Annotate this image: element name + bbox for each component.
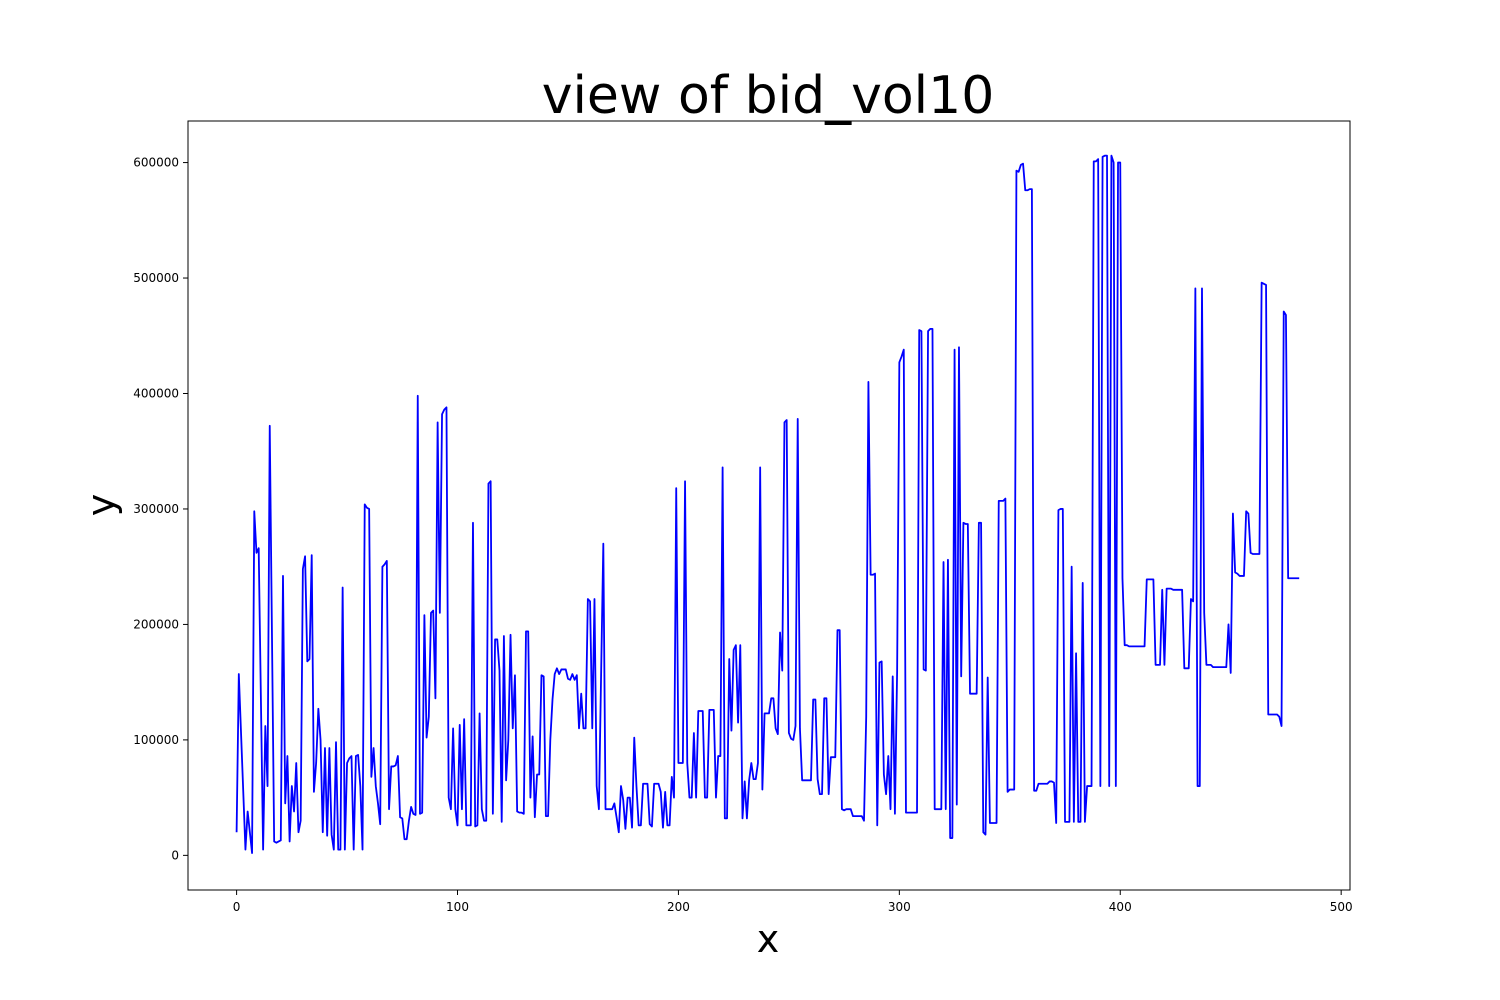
x-tick-label: 200: [667, 900, 690, 914]
y-tick-label: 100000: [133, 733, 179, 747]
y-tick-label: 200000: [133, 617, 179, 631]
x-tick-label: 100: [446, 900, 469, 914]
x-tick-label: 0: [233, 900, 241, 914]
y-axis-label: y: [79, 494, 123, 517]
y-tick-label: 600000: [133, 156, 179, 170]
y-tick-label: 500000: [133, 271, 179, 285]
y-tick-label: 300000: [133, 502, 179, 516]
series-line-0: [235, 154, 1300, 854]
x-tick-label: 400: [1109, 900, 1132, 914]
plot-area: 0 100 200 300 400 500 0 100000 200000 300000 40000…: [133, 120, 1353, 914]
x-tick-label: 300: [888, 900, 911, 914]
y-tick-label: 400000: [133, 386, 179, 400]
x-tick-label: 500: [1330, 900, 1353, 914]
x-axis-label: x: [757, 917, 780, 961]
plot-frame: [187, 120, 1351, 891]
chart-title: view of bid_vol10: [542, 66, 995, 126]
y-tick-label: 0: [171, 848, 179, 862]
